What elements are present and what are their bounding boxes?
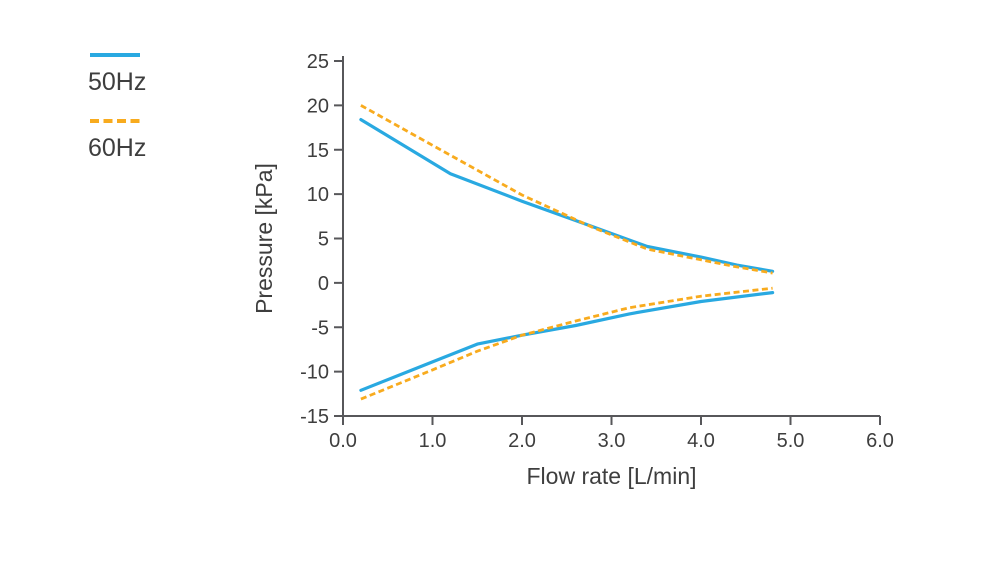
axis-lines <box>342 56 880 417</box>
legend-line-sample-60hz <box>90 119 140 123</box>
series-line-60hz-branch-positive <box>360 104 773 275</box>
x-tick-label: 0.0 <box>329 430 357 452</box>
series-line-50hz-branch-negative <box>359 291 775 392</box>
y-axis-title: Pressure [kPa] <box>251 163 277 314</box>
y-tick-label: -5 <box>311 317 329 339</box>
series-line-60hz-branch-negative <box>360 286 773 401</box>
legend-label-60hz: 60Hz <box>88 134 147 162</box>
legend-label-50hz: 50Hz <box>88 68 147 96</box>
y-tick-label: 5 <box>318 229 329 251</box>
legend: 50Hz 60Hz <box>88 53 146 185</box>
y-tick-label: 25 <box>307 51 329 73</box>
y-tick-label: 15 <box>307 140 329 162</box>
y-tick-label: -15 <box>300 406 329 428</box>
y-tick-label: -10 <box>300 362 329 384</box>
legend-item-60hz: 60Hz <box>88 119 146 161</box>
x-tick-label: 1.0 <box>419 430 447 452</box>
y-tick-label: 20 <box>307 95 329 117</box>
x-tick-label: 3.0 <box>598 430 626 452</box>
legend-line-sample-50hz <box>90 53 140 57</box>
x-axis-title: Flow rate [L/min] <box>527 463 697 489</box>
x-tick-label: 5.0 <box>777 430 805 452</box>
x-tick-label: 6.0 <box>866 430 894 452</box>
x-tick-label: 4.0 <box>687 430 715 452</box>
y-tick-label: 0 <box>318 273 329 295</box>
y-tick-label: 10 <box>307 184 329 206</box>
series-line-50hz-branch-positive <box>359 117 775 273</box>
x-tick-label: 2.0 <box>508 430 536 452</box>
legend-item-50hz: 50Hz <box>88 53 146 95</box>
